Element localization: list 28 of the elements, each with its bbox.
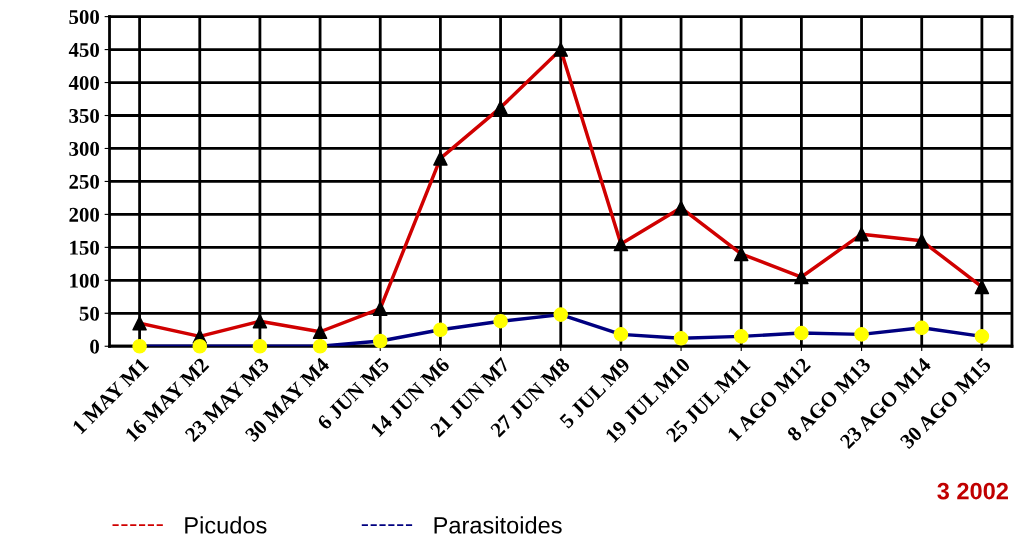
y-tick-label: 300 — [69, 141, 99, 156]
point — [553, 42, 569, 57]
point — [854, 226, 869, 242]
point — [673, 200, 689, 216]
point — [613, 236, 629, 252]
y-tick-label: 150 — [70, 240, 99, 255]
y-tick-label: 400 — [68, 75, 99, 90]
point — [433, 151, 448, 166]
y-tick-label: 450 — [68, 42, 99, 58]
y-tick-label: 0 — [90, 339, 99, 354]
y-tick-label: 500 — [69, 9, 99, 25]
legend-label: Parasitoides — [434, 516, 562, 534]
point — [974, 279, 990, 295]
y-tick-label: 350 — [69, 108, 99, 123]
point — [312, 324, 328, 340]
legend-label: Picudos — [185, 516, 267, 534]
y-tick-label: 50 — [79, 306, 99, 321]
point — [252, 313, 268, 329]
point — [493, 100, 508, 115]
y-tick-label: 200 — [69, 207, 99, 222]
point — [733, 246, 749, 262]
point — [132, 315, 147, 331]
y-tick-label: 250 — [69, 174, 99, 189]
point — [372, 301, 388, 316]
point — [794, 269, 809, 285]
y-tick-label: 100 — [70, 273, 99, 288]
text: 3 2002 — [937, 482, 1008, 500]
point — [914, 233, 930, 249]
